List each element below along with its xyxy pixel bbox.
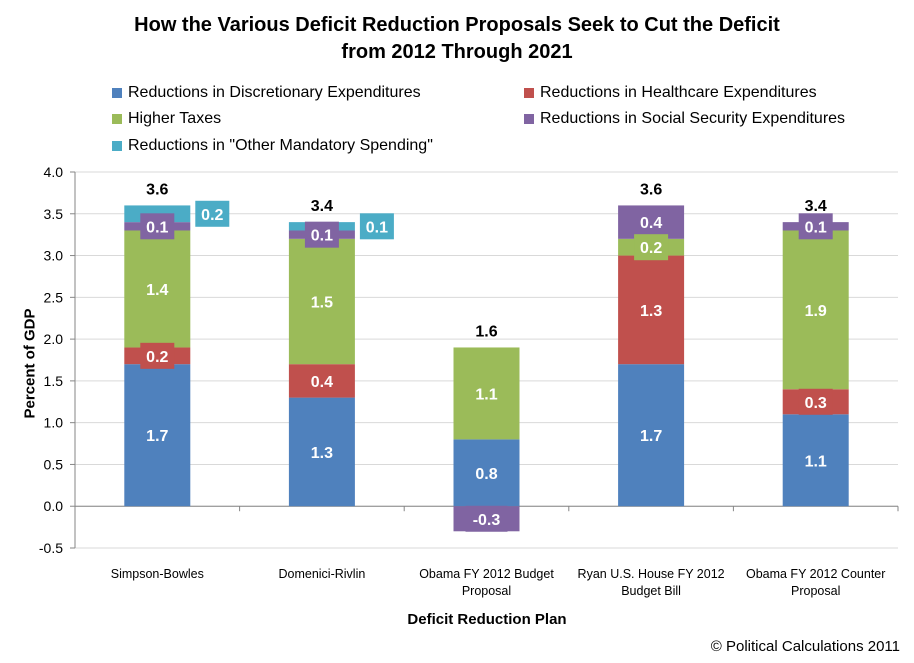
data-label: 1.9 bbox=[805, 303, 827, 320]
data-label-box bbox=[304, 221, 339, 248]
data-label-box bbox=[140, 213, 175, 240]
y-tick-label: 2.5 bbox=[44, 289, 64, 305]
x-axis-title: Deficit Reduction Plan bbox=[407, 611, 567, 628]
y-axis-title: Percent of GDP bbox=[21, 308, 39, 419]
legend-swatch bbox=[112, 141, 122, 151]
legend-label: Reductions in Social Security Expenditur… bbox=[540, 110, 846, 127]
y-tick-label: 0.5 bbox=[44, 456, 64, 472]
data-label-box bbox=[634, 234, 669, 261]
bar-segment bbox=[288, 364, 355, 398]
bar-segment bbox=[453, 347, 520, 440]
bar-segment bbox=[288, 397, 355, 507]
data-label-box bbox=[359, 213, 394, 240]
legend-label: Higher Taxes bbox=[128, 110, 222, 127]
legend-label: Reductions in Discretionary Expenditures bbox=[128, 84, 421, 101]
bar-segment bbox=[782, 230, 849, 390]
data-label: 0.1 bbox=[366, 219, 388, 236]
legend-swatch bbox=[524, 114, 534, 124]
data-label-box bbox=[798, 213, 833, 240]
x-tick-label: Proposal bbox=[791, 584, 840, 598]
legend-swatch bbox=[524, 88, 534, 98]
x-tick-label: Domenici-Rivlin bbox=[278, 567, 365, 581]
data-label: 0.2 bbox=[201, 207, 223, 224]
bar-segment bbox=[288, 238, 355, 365]
data-label: 0.1 bbox=[805, 219, 827, 236]
bar-segment bbox=[618, 255, 685, 365]
data-label: 0.8 bbox=[475, 466, 497, 483]
data-label-box bbox=[140, 342, 175, 369]
data-label: 0.1 bbox=[146, 219, 168, 236]
y-tick-label: 0.0 bbox=[44, 498, 64, 514]
bar-segment bbox=[453, 439, 520, 507]
data-label: 1.1 bbox=[805, 453, 827, 470]
data-label: 0.1 bbox=[311, 228, 333, 245]
y-tick-label: 3.5 bbox=[44, 206, 64, 222]
x-tick-label: Proposal bbox=[462, 584, 511, 598]
data-label: 1.4 bbox=[146, 282, 168, 299]
data-label: 1.7 bbox=[640, 428, 662, 445]
data-label: 0.4 bbox=[640, 215, 662, 232]
y-tick-label: 1.0 bbox=[44, 415, 64, 431]
data-label-box bbox=[798, 388, 833, 415]
data-label-box bbox=[465, 505, 508, 532]
chart-title-line1: How the Various Deficit Reduction Propos… bbox=[134, 14, 780, 36]
data-label: 1.7 bbox=[146, 428, 168, 445]
x-tick-label: Obama FY 2012 Budget bbox=[419, 567, 554, 581]
bar-segment bbox=[124, 230, 191, 348]
chart-title-line2: from 2012 Through 2021 bbox=[341, 41, 573, 63]
x-tick-label: Ryan U.S. House FY 2012 bbox=[578, 567, 725, 581]
copyright: © Political Calculations 2011 bbox=[710, 638, 900, 655]
legend-label: Reductions in "Other Mandatory Spending" bbox=[128, 137, 433, 154]
legend-item-discretionary: Reductions in Discretionary Expenditures bbox=[112, 84, 421, 102]
legend-item-social-security: Reductions in Social Security Expenditur… bbox=[524, 110, 845, 128]
data-label: 1.3 bbox=[311, 445, 333, 462]
legend-label: Reductions in Healthcare Expenditures bbox=[540, 84, 817, 101]
total-label: 3.4 bbox=[311, 198, 333, 215]
data-label-box bbox=[195, 200, 230, 227]
x-tick-label: Simpson-Bowles bbox=[111, 567, 204, 581]
data-label: 1.5 bbox=[311, 295, 333, 312]
y-tick-label: 2.0 bbox=[44, 331, 64, 347]
y-tick-label: 1.5 bbox=[44, 373, 64, 389]
legend-swatch bbox=[112, 88, 122, 98]
legend-swatch bbox=[112, 114, 122, 124]
bar-segment bbox=[782, 414, 849, 507]
y-tick-label: -0.5 bbox=[39, 540, 63, 556]
data-label: -0.3 bbox=[473, 512, 501, 529]
legend-item-taxes: Higher Taxes bbox=[112, 110, 221, 128]
x-tick-label: Obama FY 2012 Counter bbox=[746, 567, 885, 581]
bar-segment bbox=[618, 205, 685, 239]
total-label: 3.6 bbox=[640, 181, 662, 198]
data-label: 0.2 bbox=[640, 240, 662, 257]
data-label: 0.2 bbox=[146, 349, 168, 366]
total-label: 3.4 bbox=[805, 198, 827, 215]
data-label: 1.3 bbox=[640, 303, 662, 320]
legend-item-healthcare: Reductions in Healthcare Expenditures bbox=[524, 84, 817, 102]
data-label: 0.4 bbox=[311, 374, 333, 391]
data-label: 0.3 bbox=[805, 395, 827, 412]
y-tick-label: 4.0 bbox=[44, 164, 64, 180]
y-tick-label: 3.0 bbox=[44, 248, 64, 264]
total-label: 3.6 bbox=[146, 181, 168, 198]
data-label: 1.1 bbox=[475, 386, 497, 403]
x-tick-label: Budget Bill bbox=[621, 584, 681, 598]
bar-segment bbox=[618, 364, 685, 507]
legend-item-other-mandatory: Reductions in "Other Mandatory Spending" bbox=[112, 137, 433, 155]
total-label: 1.6 bbox=[475, 323, 497, 340]
bar-segment bbox=[124, 364, 191, 507]
